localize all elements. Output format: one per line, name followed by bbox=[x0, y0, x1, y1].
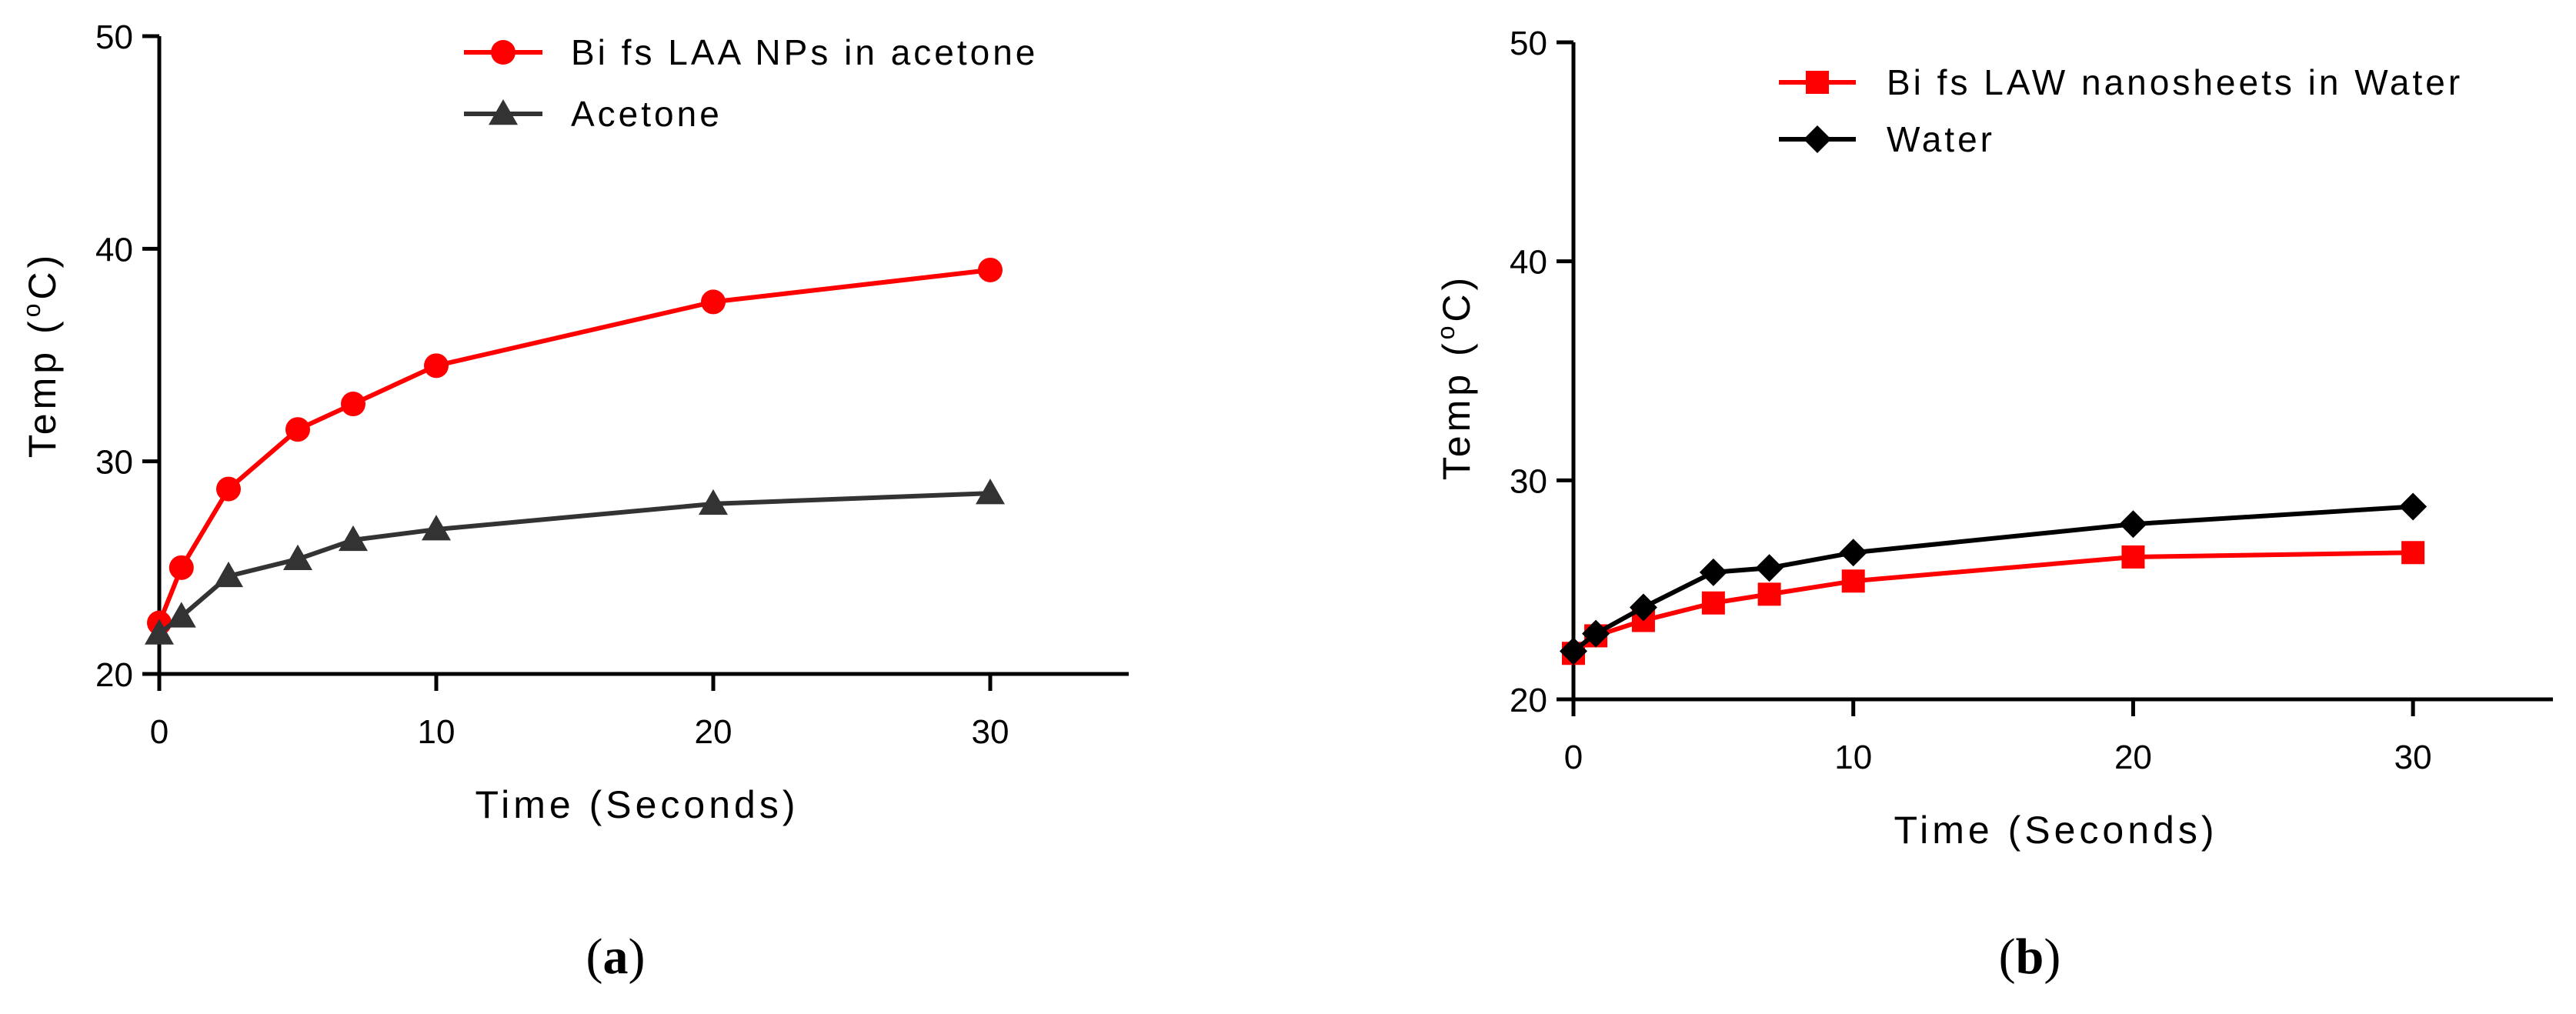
data-point bbox=[1841, 569, 1865, 593]
chart-panel-b: 20 30 40 50 0 10 20 30 Time (Seconds) Temp (oC) Bi… bbox=[1432, 25, 2553, 985]
legend-marker bbox=[1806, 71, 1829, 94]
y-tick-label: 40 bbox=[95, 231, 133, 269]
y-axis-label: Temp (oC) bbox=[1432, 274, 1478, 480]
panel-label-open-paren: ( bbox=[586, 929, 603, 985]
y-axis-label-suffix: C) bbox=[21, 252, 64, 300]
data-point bbox=[169, 555, 194, 580]
x-tick-label: 0 bbox=[1564, 739, 1583, 776]
data-point bbox=[1560, 637, 1587, 665]
series-line-2 bbox=[158, 491, 991, 635]
y-axis-label-prefix: Temp ( bbox=[1435, 339, 1478, 480]
y-axis-label: Temp (oC) bbox=[18, 252, 64, 458]
x-tick-label: 30 bbox=[2394, 739, 2432, 776]
y-tick-label: 50 bbox=[1510, 25, 1547, 62]
panel-label-close-paren: ) bbox=[2044, 929, 2060, 985]
panel-label: (b) bbox=[1999, 929, 2061, 985]
y-tick-label: 30 bbox=[95, 444, 133, 482]
data-point bbox=[166, 602, 196, 628]
series-line-2 bbox=[1572, 504, 2414, 653]
data-point bbox=[145, 619, 174, 645]
data-point bbox=[424, 353, 449, 379]
data-point bbox=[2119, 510, 2147, 539]
legend-marker bbox=[489, 99, 518, 125]
data-point bbox=[1757, 582, 1781, 606]
data-point bbox=[285, 417, 310, 442]
x-axis-label: Time (Seconds) bbox=[1894, 809, 2217, 852]
data-point bbox=[214, 561, 243, 588]
data-point bbox=[1839, 539, 1867, 567]
data-point bbox=[283, 544, 312, 571]
x-axis-label: Time (Seconds) bbox=[475, 783, 799, 826]
data-point bbox=[341, 392, 365, 417]
panel-label-letter: a bbox=[603, 929, 629, 985]
y-tick-label: 20 bbox=[95, 656, 133, 694]
panel-label-close-paren: ) bbox=[629, 929, 646, 985]
data-point bbox=[339, 525, 368, 552]
x-tick-label: 10 bbox=[418, 713, 455, 751]
y-tick-label: 20 bbox=[1510, 682, 1547, 719]
data-point bbox=[976, 479, 1005, 505]
y-tick-label: 40 bbox=[1510, 244, 1547, 282]
legend-marker bbox=[1804, 125, 1831, 153]
data-point bbox=[701, 289, 726, 315]
series-line-1 bbox=[157, 267, 991, 624]
data-point bbox=[216, 476, 241, 502]
x-tick-label: 10 bbox=[1834, 739, 1872, 776]
y-axis-label-suffix: C) bbox=[1435, 274, 1478, 322]
panel-label-open-paren: ( bbox=[1999, 929, 2016, 985]
x-tick-label: 0 bbox=[150, 713, 169, 751]
data-point bbox=[1699, 558, 1727, 586]
chart-panel-a: 20 30 40 50 0 10 20 30 Time (Seconds) Temp (oC) Bi… bbox=[18, 18, 1129, 985]
x-tick-label: 30 bbox=[972, 713, 1009, 751]
x-tick-label: 20 bbox=[2114, 739, 2152, 776]
data-point bbox=[2121, 545, 2145, 569]
legend-marker bbox=[491, 40, 516, 65]
legend-label: Water bbox=[1887, 119, 1995, 159]
y-axis-label-degree: o bbox=[18, 300, 45, 318]
data-point bbox=[422, 515, 451, 541]
data-point bbox=[1629, 593, 1657, 622]
data-point bbox=[978, 257, 1003, 282]
data-point bbox=[2401, 541, 2425, 565]
y-axis-label-prefix: Temp ( bbox=[21, 317, 64, 458]
legend-label: Bi fs LAA NPs in acetone bbox=[571, 32, 1038, 72]
data-point bbox=[699, 489, 728, 515]
y-tick-label: 50 bbox=[95, 18, 133, 56]
data-point bbox=[1755, 554, 1784, 582]
panel-label: (a) bbox=[586, 929, 646, 985]
x-tick-label: 20 bbox=[695, 713, 732, 751]
series-line-1 bbox=[1572, 550, 2414, 655]
legend-label: Bi fs LAW nanosheets in Water bbox=[1887, 62, 2463, 102]
data-point bbox=[2399, 492, 2428, 521]
legend-label: Acetone bbox=[571, 94, 722, 134]
y-tick-label: 30 bbox=[1510, 462, 1547, 500]
panel-label-letter: b bbox=[2016, 929, 2044, 985]
data-point bbox=[1582, 619, 1610, 648]
data-point bbox=[1701, 591, 1725, 615]
y-axis-label-degree: o bbox=[1432, 322, 1460, 340]
